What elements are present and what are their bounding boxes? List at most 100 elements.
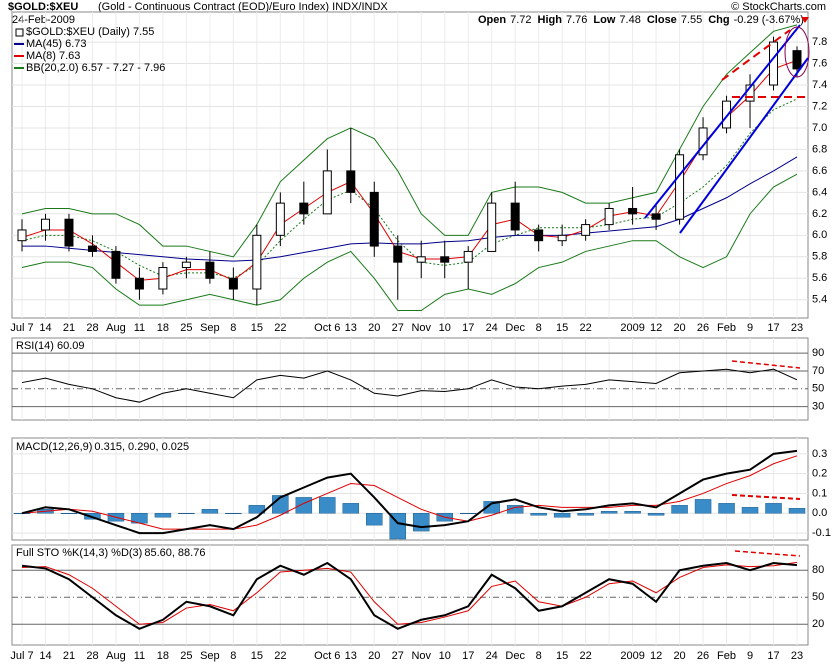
x-tick-label: Jul 7 — [10, 322, 33, 334]
macd-histogram — [483, 501, 500, 514]
macd-histogram — [506, 505, 524, 514]
macd-histogram — [600, 511, 618, 514]
y-tick-label: 50 — [812, 591, 824, 603]
quote-value: -0.29 — [734, 14, 759, 26]
x-tick-label: 8 — [230, 322, 236, 334]
quote-label: Open — [478, 14, 506, 26]
y-tick-label: 70 — [812, 365, 824, 377]
down-arrow — [801, 17, 809, 23]
legend-entry: $GOLD:$XEU (Daily) 7.55 — [26, 26, 154, 38]
x-tick-label: 24 — [486, 650, 498, 662]
x-tick-label: 2009 — [620, 650, 644, 662]
x-tick-label: 20 — [673, 650, 685, 662]
x-tick-label: 22 — [274, 322, 286, 334]
x-tick-label: Oct 6 — [314, 322, 340, 334]
annotation-line — [731, 494, 801, 500]
x-tick-label: 12 — [650, 322, 662, 334]
candle-body — [40, 218, 50, 231]
candle-body — [769, 41, 779, 86]
candle-body — [557, 234, 567, 242]
candle-body — [158, 267, 168, 290]
x-tick-label: Sep — [200, 322, 220, 334]
x-tick-label: 17 — [462, 650, 474, 662]
legend-entry: 0.315, — [94, 441, 125, 453]
macd-histogram — [154, 513, 172, 518]
x-tick-label: 25 — [180, 650, 192, 662]
moving-average — [21, 59, 798, 282]
x-tick-label: 11 — [134, 650, 145, 662]
y-tick-label: 90 — [812, 347, 824, 359]
y-tick-label: 5.6 — [812, 272, 827, 284]
candle-body — [346, 170, 356, 193]
quote-label: Low — [593, 14, 615, 26]
x-tick-label: 15 — [251, 322, 263, 334]
macd-histogram — [671, 505, 688, 514]
x-tick-label: 9 — [747, 650, 753, 662]
macd-histogram — [178, 513, 195, 515]
x-tick-label: 27 — [392, 650, 404, 662]
legend-entry: MA(8) 7.63 — [26, 50, 80, 62]
x-tick-label: Sep — [200, 650, 220, 662]
macd-histogram — [319, 497, 336, 514]
candle-body — [17, 229, 27, 242]
x-tick-label: 21 — [63, 322, 75, 334]
rsi-line — [21, 368, 798, 403]
macd-histogram — [718, 503, 735, 514]
macd-histogram — [765, 503, 782, 514]
x-tick-label: 25 — [180, 322, 192, 334]
x-tick-label: Feb — [717, 322, 736, 334]
x-tick-label: 8 — [536, 650, 542, 662]
annotation-line — [721, 29, 791, 81]
x-tick-label: 22 — [274, 650, 286, 662]
x-tick-label: 23 — [791, 650, 803, 662]
legend-swatch — [15, 28, 24, 37]
macd-histogram — [13, 513, 31, 515]
candle-body — [675, 154, 685, 220]
y-tick-label: 0.2 — [812, 468, 827, 480]
candle-body — [722, 100, 732, 129]
x-tick-label: 10 — [439, 322, 451, 334]
sto-d-line — [21, 561, 798, 625]
candle-body — [181, 261, 191, 269]
legend-entry: 0.025 — [162, 441, 190, 453]
x-tick-label: 27 — [392, 322, 404, 334]
x-tick-label: Aug — [106, 322, 126, 334]
x-tick-label: 9 — [747, 322, 753, 334]
macd-line — [21, 449, 798, 535]
y-tick-label: 7.4 — [812, 79, 827, 91]
candle-body — [205, 261, 215, 279]
x-tick-label: 23 — [791, 322, 803, 334]
candle-body — [534, 229, 544, 242]
candle-body — [393, 245, 403, 263]
y-tick-label: 5.4 — [812, 294, 827, 306]
y-tick-label: 50 — [812, 383, 824, 395]
y-tick-label: 20 — [812, 618, 824, 630]
quote-value: 7.48 — [619, 14, 640, 26]
trend-channel — [679, 57, 809, 234]
macd-panel — [11, 437, 809, 541]
x-tick-label: Nov — [411, 322, 431, 334]
date: 24-Feb-2009 — [12, 14, 75, 26]
y-tick-label: -0.1 — [812, 527, 831, 539]
x-tick-label: 28 — [86, 650, 98, 662]
x-tick-label: 10 — [439, 650, 451, 662]
y-tick-label: 80 — [812, 564, 824, 576]
candle-body — [252, 234, 262, 290]
x-tick-label: 22 — [580, 322, 592, 334]
sto-panel — [11, 544, 809, 646]
bollinger-band — [21, 173, 798, 311]
rsi-panel — [11, 337, 809, 421]
y-tick-label: 6.8 — [812, 143, 827, 155]
quote-value: 7.55 — [681, 14, 702, 26]
candle-body — [275, 202, 285, 236]
quote-change: (-3.67%) — [762, 14, 804, 26]
macd-histogram — [412, 513, 430, 532]
chart-subtitle: (Gold - Continuous Contract (EOD)/Euro I… — [98, 1, 388, 13]
y-tick-label: 6.4 — [812, 186, 827, 198]
x-tick-label: 26 — [697, 650, 709, 662]
quote-label: High — [538, 14, 563, 26]
x-tick-label: 26 — [697, 322, 709, 334]
y-tick-label: 6.6 — [812, 165, 827, 177]
annotation-line — [731, 360, 801, 369]
candle-body — [651, 213, 661, 220]
